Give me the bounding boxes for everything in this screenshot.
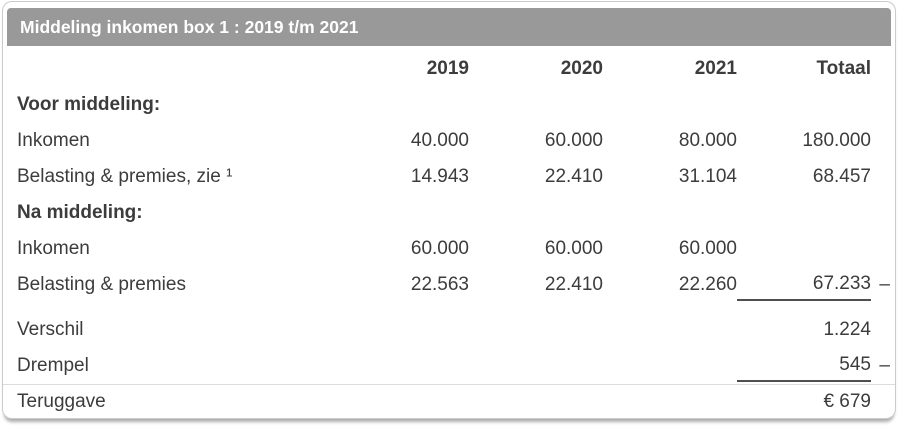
cell-2020: 60.000: [544, 130, 603, 151]
cell-totaal: [737, 234, 871, 264]
card-title: Middeling inkomen box 1 : 2019 t/m 2021: [20, 17, 359, 37]
column-header-row: 2019 2020 2021 Totaal: [3, 51, 895, 87]
table-row-drempel: Drempel 545 –: [3, 348, 895, 384]
cell-2020: 22.410: [544, 166, 603, 187]
cell-2019: [335, 387, 469, 417]
cell-2019: 22.563: [410, 274, 469, 295]
cell-2020: [469, 315, 603, 345]
cell-2021: 60.000: [678, 238, 737, 259]
cell-2019: 40.000: [410, 130, 469, 151]
cell-totaal-underlined: 545: [737, 350, 871, 382]
row-label: Teruggave: [17, 390, 106, 412]
table-row-inkomen-na: Inkomen 60.000 60.000 60.000: [3, 231, 895, 267]
cell-totaal-underlined: 67.233: [737, 269, 871, 301]
row-label: Inkomen: [17, 130, 90, 151]
cell-2021: [603, 315, 737, 345]
cell-2019: 14.943: [410, 166, 469, 187]
middeling-card: Middeling inkomen box 1 : 2019 t/m 2021 …: [2, 1, 896, 419]
cell-totaal: € 679: [823, 390, 871, 412]
column-header-2019: 2019: [426, 58, 469, 79]
row-label: Belasting & premies, zie ¹: [17, 166, 233, 187]
cell-2020: [469, 351, 603, 381]
cell-2021: [603, 351, 737, 381]
cell-2020: 22.410: [544, 274, 603, 295]
table-row-belasting-voor: Belasting & premies, zie ¹ 14.943 22.410…: [3, 159, 895, 195]
cell-totaal: 180.000: [802, 130, 871, 151]
section-label: Na middeling:: [17, 202, 143, 223]
column-header-2020: 2020: [560, 58, 603, 79]
row-label: Verschil: [17, 319, 84, 340]
table-row-teruggave: Teruggave € 679: [3, 384, 895, 418]
row-label: Belasting & premies: [17, 274, 186, 295]
table-row-verschil: Verschil 1.224: [3, 312, 895, 348]
column-header-totaal: Totaal: [816, 58, 871, 79]
cell-2021: 80.000: [678, 130, 737, 151]
table-row-inkomen-voor: Inkomen 40.000 60.000 80.000 180.000: [3, 123, 895, 159]
cell-2021: 22.260: [678, 274, 737, 295]
card-header: Middeling inkomen box 1 : 2019 t/m 2021: [7, 8, 891, 46]
cell-2019: 60.000: [410, 238, 469, 259]
row-label: Inkomen: [17, 238, 90, 259]
middeling-table: 2019 2020 2021 Totaal Voor middeling: In…: [3, 51, 895, 418]
cell-2021: 31.104: [678, 166, 737, 187]
row-label: Drempel: [17, 355, 89, 376]
minus-operator: –: [879, 274, 890, 295]
cell-totaal: 1.224: [823, 319, 871, 340]
table-row-belasting-na: Belasting & premies 22.563 22.410 22.260…: [3, 267, 895, 303]
cell-2021: [603, 387, 737, 417]
minus-operator: –: [879, 355, 890, 376]
section-row-voor-middeling: Voor middeling:: [3, 87, 895, 123]
cell-2020: 60.000: [544, 238, 603, 259]
cell-totaal: 68.457: [812, 166, 871, 187]
section-row-na-middeling: Na middeling:: [3, 195, 895, 231]
cell-2019: [335, 351, 469, 381]
cell-2019: [335, 315, 469, 345]
column-header-2021: 2021: [694, 58, 737, 79]
section-label: Voor middeling:: [17, 94, 161, 115]
cell-2020: [469, 387, 603, 417]
